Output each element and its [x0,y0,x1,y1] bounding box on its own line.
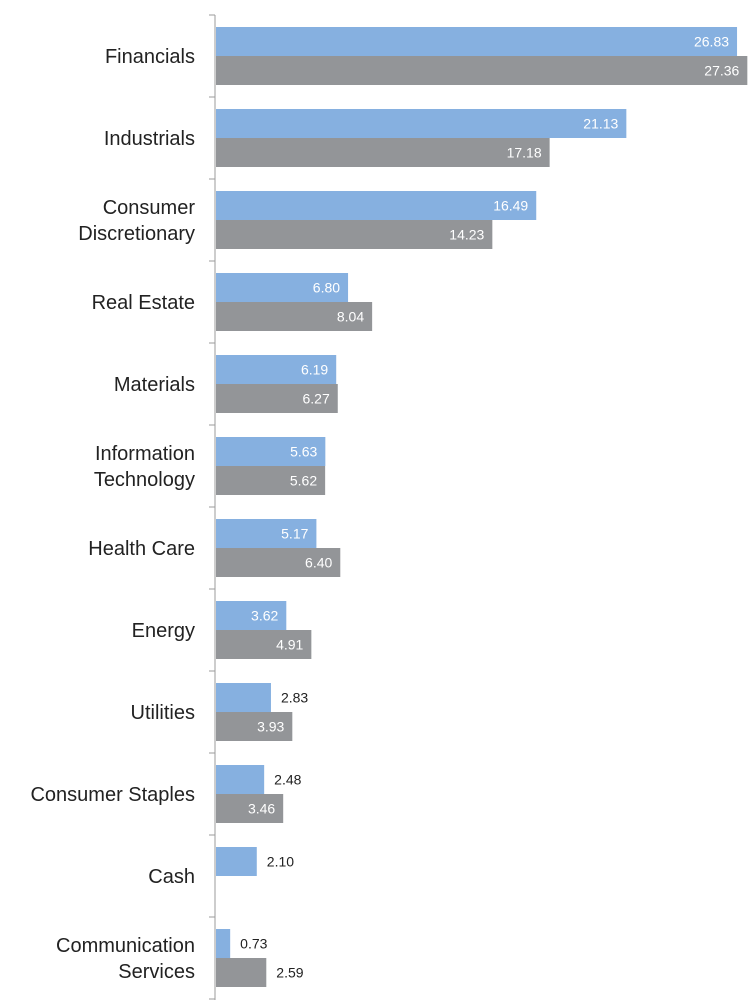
category-label: Consumer [103,197,196,219]
bar-series-1 [216,847,257,876]
bar-value-label: 0.73 [240,936,267,952]
category-label: Real Estate [92,292,195,314]
bar-value-label: 3.46 [248,801,275,817]
bar-value-label: 6.27 [303,391,330,407]
category-label: Discretionary [78,223,195,245]
bar-value-label: 21.13 [583,116,618,132]
bar-value-label: 2.48 [274,772,301,788]
bar-value-label: 6.40 [305,555,332,571]
category-label: Energy [132,620,195,642]
bar-series-2 [216,712,293,741]
bar-series-2 [216,56,748,85]
bar-series-2 [216,138,550,167]
bar-series-1 [216,601,287,630]
bar-series-2 [216,958,267,987]
bar-value-label: 16.49 [493,198,528,214]
bar-series-2 [216,794,284,823]
bar-value-label: 2.59 [276,965,303,981]
axis-layer [209,14,216,1000]
bar-value-label: 2.83 [281,690,308,706]
bar-value-label: 6.80 [313,280,340,296]
bar-value-label: 5.62 [290,473,317,489]
category-label: Consumer Staples [30,784,195,806]
category-label: Health Care [88,538,195,560]
category-label: Utilities [131,702,195,724]
bars-layer [216,27,748,987]
bar-series-1 [216,683,271,712]
category-label: Cash [148,866,195,888]
bar-series-1 [216,273,349,302]
bar-value-label: 14.23 [449,227,484,243]
bar-value-label: 5.17 [281,526,308,542]
bar-series-2 [216,466,326,495]
bar-value-label: 2.10 [267,854,294,870]
bar-series-1 [216,519,317,548]
bar-series-2 [216,630,312,659]
bar-value-label: 3.62 [251,608,278,624]
bar-value-label: 27.36 [704,63,739,79]
bar-value-label: 5.63 [290,444,317,460]
category-label: Services [118,961,195,983]
category-label: Financials [105,46,195,68]
bar-value-label: 3.93 [257,719,284,735]
bar-series-1 [216,191,537,220]
bar-value-label: 4.91 [276,637,303,653]
category-label: Technology [94,469,195,491]
category-label: Industrials [104,128,195,150]
bar-series-1 [216,355,337,384]
bar-series-1 [216,27,738,56]
bar-series-1 [216,765,265,794]
bar-series-2 [216,302,373,331]
bar-series-1 [216,929,231,958]
category-label: Information [95,443,195,465]
category-label: Communication [56,935,195,957]
bar-value-label: 26.83 [694,34,729,50]
bar-series-1 [216,109,627,138]
bar-value-label: 8.04 [337,309,364,325]
bar-series-1 [216,437,326,466]
bar-series-2 [216,384,338,413]
bar-series-2 [216,548,341,577]
category-label: Materials [114,374,195,396]
bar-value-label: 17.18 [507,145,542,161]
bar-value-label: 6.19 [301,362,328,378]
bar-series-2 [216,220,493,249]
labels-layer: Financials 26.83 27.36 Industrials 21.13 17.1… [30,34,739,984]
